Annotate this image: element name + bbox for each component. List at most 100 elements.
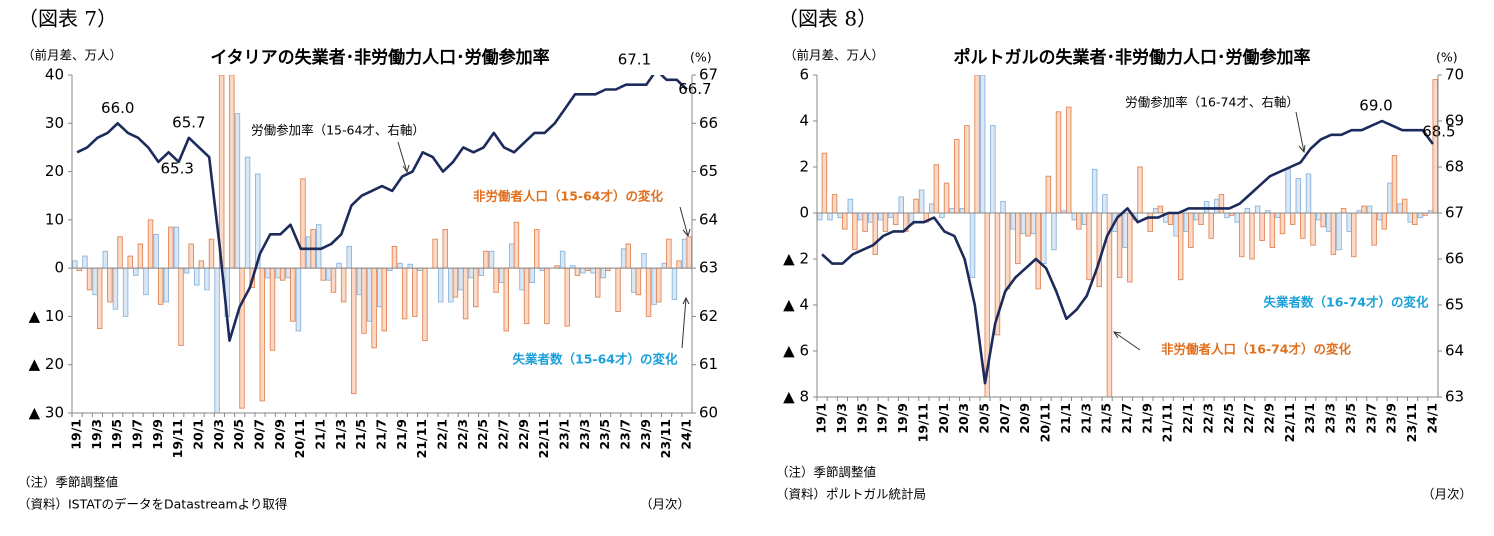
bar — [1010, 212, 1016, 230]
bar — [208, 238, 215, 269]
bar — [580, 267, 586, 274]
x-tick-label: 20/9 — [272, 419, 287, 450]
bar — [340, 267, 347, 303]
bar — [1020, 212, 1027, 235]
y2-tick-label: 67 — [699, 66, 718, 84]
bar — [1091, 168, 1098, 214]
x-tick-label: 23/7 — [617, 419, 632, 450]
x-tick-label: 20/11 — [1038, 403, 1053, 442]
data-label: 66.7 — [678, 80, 711, 98]
bar — [1381, 212, 1388, 230]
bar — [1269, 212, 1276, 248]
series-label: 労働参加率（15-64才、右軸） — [251, 123, 425, 138]
x-tick-label: 23/9 — [638, 419, 653, 450]
bar — [346, 245, 352, 269]
bar — [959, 207, 966, 214]
bar — [401, 267, 408, 320]
bar — [295, 267, 302, 332]
bar — [305, 236, 312, 269]
bar — [1153, 207, 1159, 214]
y-tick-label: ▲ 4 — [783, 296, 809, 314]
bar — [1351, 212, 1357, 258]
x-tick-label: 20/5 — [976, 403, 991, 434]
y2-tick-label: 69 — [1445, 112, 1464, 130]
bar — [1275, 212, 1281, 219]
y2-tick-label: 63 — [1445, 388, 1464, 406]
bar — [600, 267, 607, 279]
bar — [1035, 212, 1041, 290]
bar — [842, 212, 848, 230]
bar — [269, 267, 276, 351]
x-tick-label: 22/7 — [495, 419, 510, 450]
bar — [1346, 212, 1352, 232]
bar — [913, 198, 919, 214]
y-tick-label: 6 — [799, 66, 809, 84]
bar — [1106, 212, 1113, 397]
bar — [1076, 212, 1082, 230]
y2-tick-label: 66 — [1445, 250, 1464, 268]
x-tick-label: 19/9 — [895, 403, 910, 434]
bar — [1320, 212, 1326, 228]
bar — [1183, 212, 1190, 232]
bar — [188, 243, 194, 269]
bar — [493, 267, 499, 293]
y-tick-label: 0 — [54, 259, 64, 277]
y2-tick-label: 68 — [1445, 158, 1464, 176]
y-tick-label: ▲ 8 — [783, 388, 809, 406]
x-tick-label: 24/1 — [678, 419, 693, 450]
bar — [1214, 198, 1220, 214]
x-tick-label: 23/9 — [1384, 403, 1399, 434]
bar — [351, 267, 357, 395]
x-tick-label: 23/11 — [658, 419, 673, 458]
bar — [1387, 182, 1393, 214]
x-tick-label: 23/1 — [556, 419, 571, 450]
bar — [437, 267, 444, 303]
bar — [153, 233, 159, 269]
bar — [882, 212, 889, 232]
data-label: 66.0 — [101, 99, 134, 117]
bar — [356, 267, 363, 296]
x-tick-label: 20/7 — [252, 419, 267, 450]
bar — [1417, 212, 1424, 219]
bar — [452, 267, 459, 298]
x-tick-label: 22/3 — [455, 419, 470, 450]
data-label: 65.3 — [161, 160, 194, 178]
bar — [1340, 207, 1347, 214]
note: （資料）ISTATのデータをDatastreamより取得 — [18, 497, 287, 512]
bar — [204, 267, 210, 291]
y-tick-label: 2 — [799, 158, 809, 176]
bar — [827, 212, 833, 221]
bar — [448, 267, 454, 303]
bar — [892, 212, 899, 225]
x-tick-label: 23/1 — [1302, 403, 1317, 434]
bar — [361, 267, 367, 334]
bar — [990, 125, 996, 214]
bar — [320, 267, 327, 281]
bar — [1147, 212, 1153, 232]
plot-area — [817, 75, 1438, 397]
bar — [671, 267, 678, 300]
bar — [1315, 212, 1322, 221]
bar — [1127, 212, 1133, 283]
bar — [488, 250, 495, 269]
x-tick-label: 20/3 — [956, 403, 971, 434]
bar — [194, 267, 200, 286]
bar — [290, 267, 296, 322]
x-tick-label: 22/11 — [1282, 403, 1297, 442]
bar — [82, 255, 88, 269]
bar — [117, 236, 123, 269]
bar — [214, 267, 220, 413]
bar — [666, 238, 672, 269]
bar — [498, 267, 505, 284]
x-tick-label: 22/5 — [1221, 403, 1236, 434]
bar — [509, 243, 515, 269]
bar — [168, 226, 174, 269]
y-tick-label: 10 — [45, 210, 64, 228]
y2-tick-label: 64 — [699, 210, 718, 228]
y-tick-label: 0 — [799, 204, 809, 222]
annotation-arrow — [397, 141, 410, 174]
bar — [651, 267, 657, 305]
bar — [468, 267, 474, 279]
x-tick-label: 21/11 — [1160, 403, 1175, 442]
bar — [523, 267, 530, 325]
